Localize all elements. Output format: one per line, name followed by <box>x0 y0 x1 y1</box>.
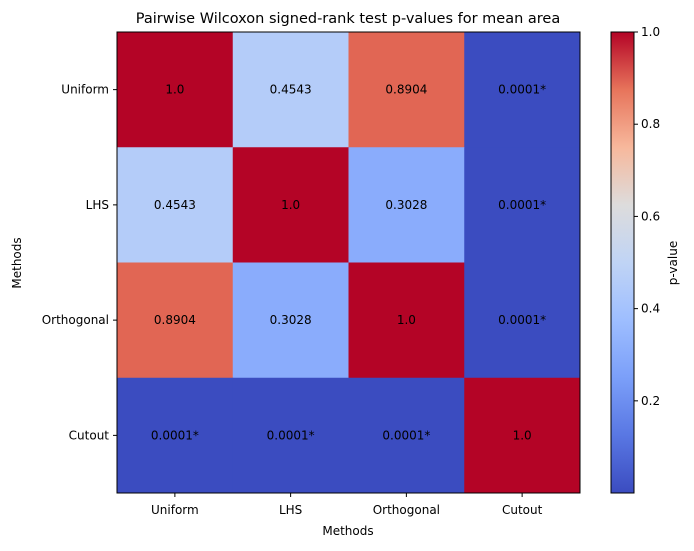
colorbar-tick-label: 0.2 <box>641 394 660 408</box>
y-tick-label: Cutout <box>69 428 110 442</box>
heatmap-cell-labels: 1.0 0.4543 0.8904 0.0001* 0.4543 1.0 0.3028 0.0… <box>151 83 546 443</box>
colorbar-ticks: 0.2 0.4 0.6 0.8 1.0 <box>634 25 660 408</box>
heatmap-cell <box>117 262 234 379</box>
cell-value-label: 0.0001* <box>151 428 199 442</box>
heatmap-cell <box>464 262 581 379</box>
heatmap-cell <box>232 32 349 148</box>
colorbar-tick-label: 0.6 <box>641 209 660 223</box>
cell-value-label: 0.0001* <box>267 428 315 442</box>
heatmap-cell <box>348 377 465 494</box>
x-axis-label: Methods <box>322 524 373 538</box>
cell-value-label: 0.8904 <box>154 313 196 327</box>
y-tick-label: Uniform <box>61 83 109 97</box>
cell-value-label: 0.0001* <box>498 83 546 97</box>
x-tick-label: Uniform <box>151 503 199 517</box>
x-axis-ticks: Uniform LHS Orthogonal Cutout <box>151 493 543 517</box>
cell-value-label: 0.3028 <box>385 198 427 212</box>
chart-title: Pairwise Wilcoxon signed-rank test p-val… <box>136 11 560 27</box>
colorbar <box>610 31 635 494</box>
y-axis-ticks: Uniform LHS Orthogonal Cutout <box>42 83 117 442</box>
colorbar-tick-label: 1.0 <box>641 25 660 39</box>
x-tick-label: LHS <box>279 503 302 517</box>
heatmap-cell <box>464 377 581 494</box>
plot-frame <box>116 31 581 494</box>
y-axis-label: Methods <box>10 237 24 288</box>
heatmap-cell <box>117 147 234 263</box>
cell-value-label: 0.0001* <box>498 198 546 212</box>
heatmap-cell <box>348 32 465 148</box>
cell-value-label: 1.0 <box>397 313 416 327</box>
cell-value-label: 0.3028 <box>270 313 312 327</box>
cell-value-label: 1.0 <box>281 198 300 212</box>
colorbar-tick-label: 0.8 <box>641 117 660 131</box>
heatmap-cell <box>348 262 465 379</box>
heatmap-cell <box>232 262 349 379</box>
heatmap-cell <box>117 377 234 494</box>
cell-value-label: 0.0001* <box>382 428 430 442</box>
heatmap-cell <box>464 147 581 263</box>
heatmap-cell <box>348 147 465 263</box>
cell-value-label: 0.0001* <box>498 313 546 327</box>
heatmap-cell <box>232 147 349 263</box>
y-tick-label: LHS <box>86 198 109 212</box>
cell-value-label: 0.4543 <box>270 83 312 97</box>
y-tick-label: Orthogonal <box>42 313 109 327</box>
x-tick-label: Cutout <box>502 503 543 517</box>
cell-value-label: 0.4543 <box>154 198 196 212</box>
cell-value-label: 0.8904 <box>385 83 427 97</box>
colorbar-tick-label: 0.4 <box>641 302 660 316</box>
cell-value-label: 1.0 <box>513 428 532 442</box>
heatmap-cell <box>117 32 234 148</box>
colorbar-label: p-value <box>666 241 680 285</box>
heatmap-cell <box>464 32 581 148</box>
heatmap-cells <box>117 32 581 494</box>
cell-value-label: 1.0 <box>165 83 184 97</box>
heatmap-cell <box>232 377 349 494</box>
x-tick-label: Orthogonal <box>373 503 440 517</box>
